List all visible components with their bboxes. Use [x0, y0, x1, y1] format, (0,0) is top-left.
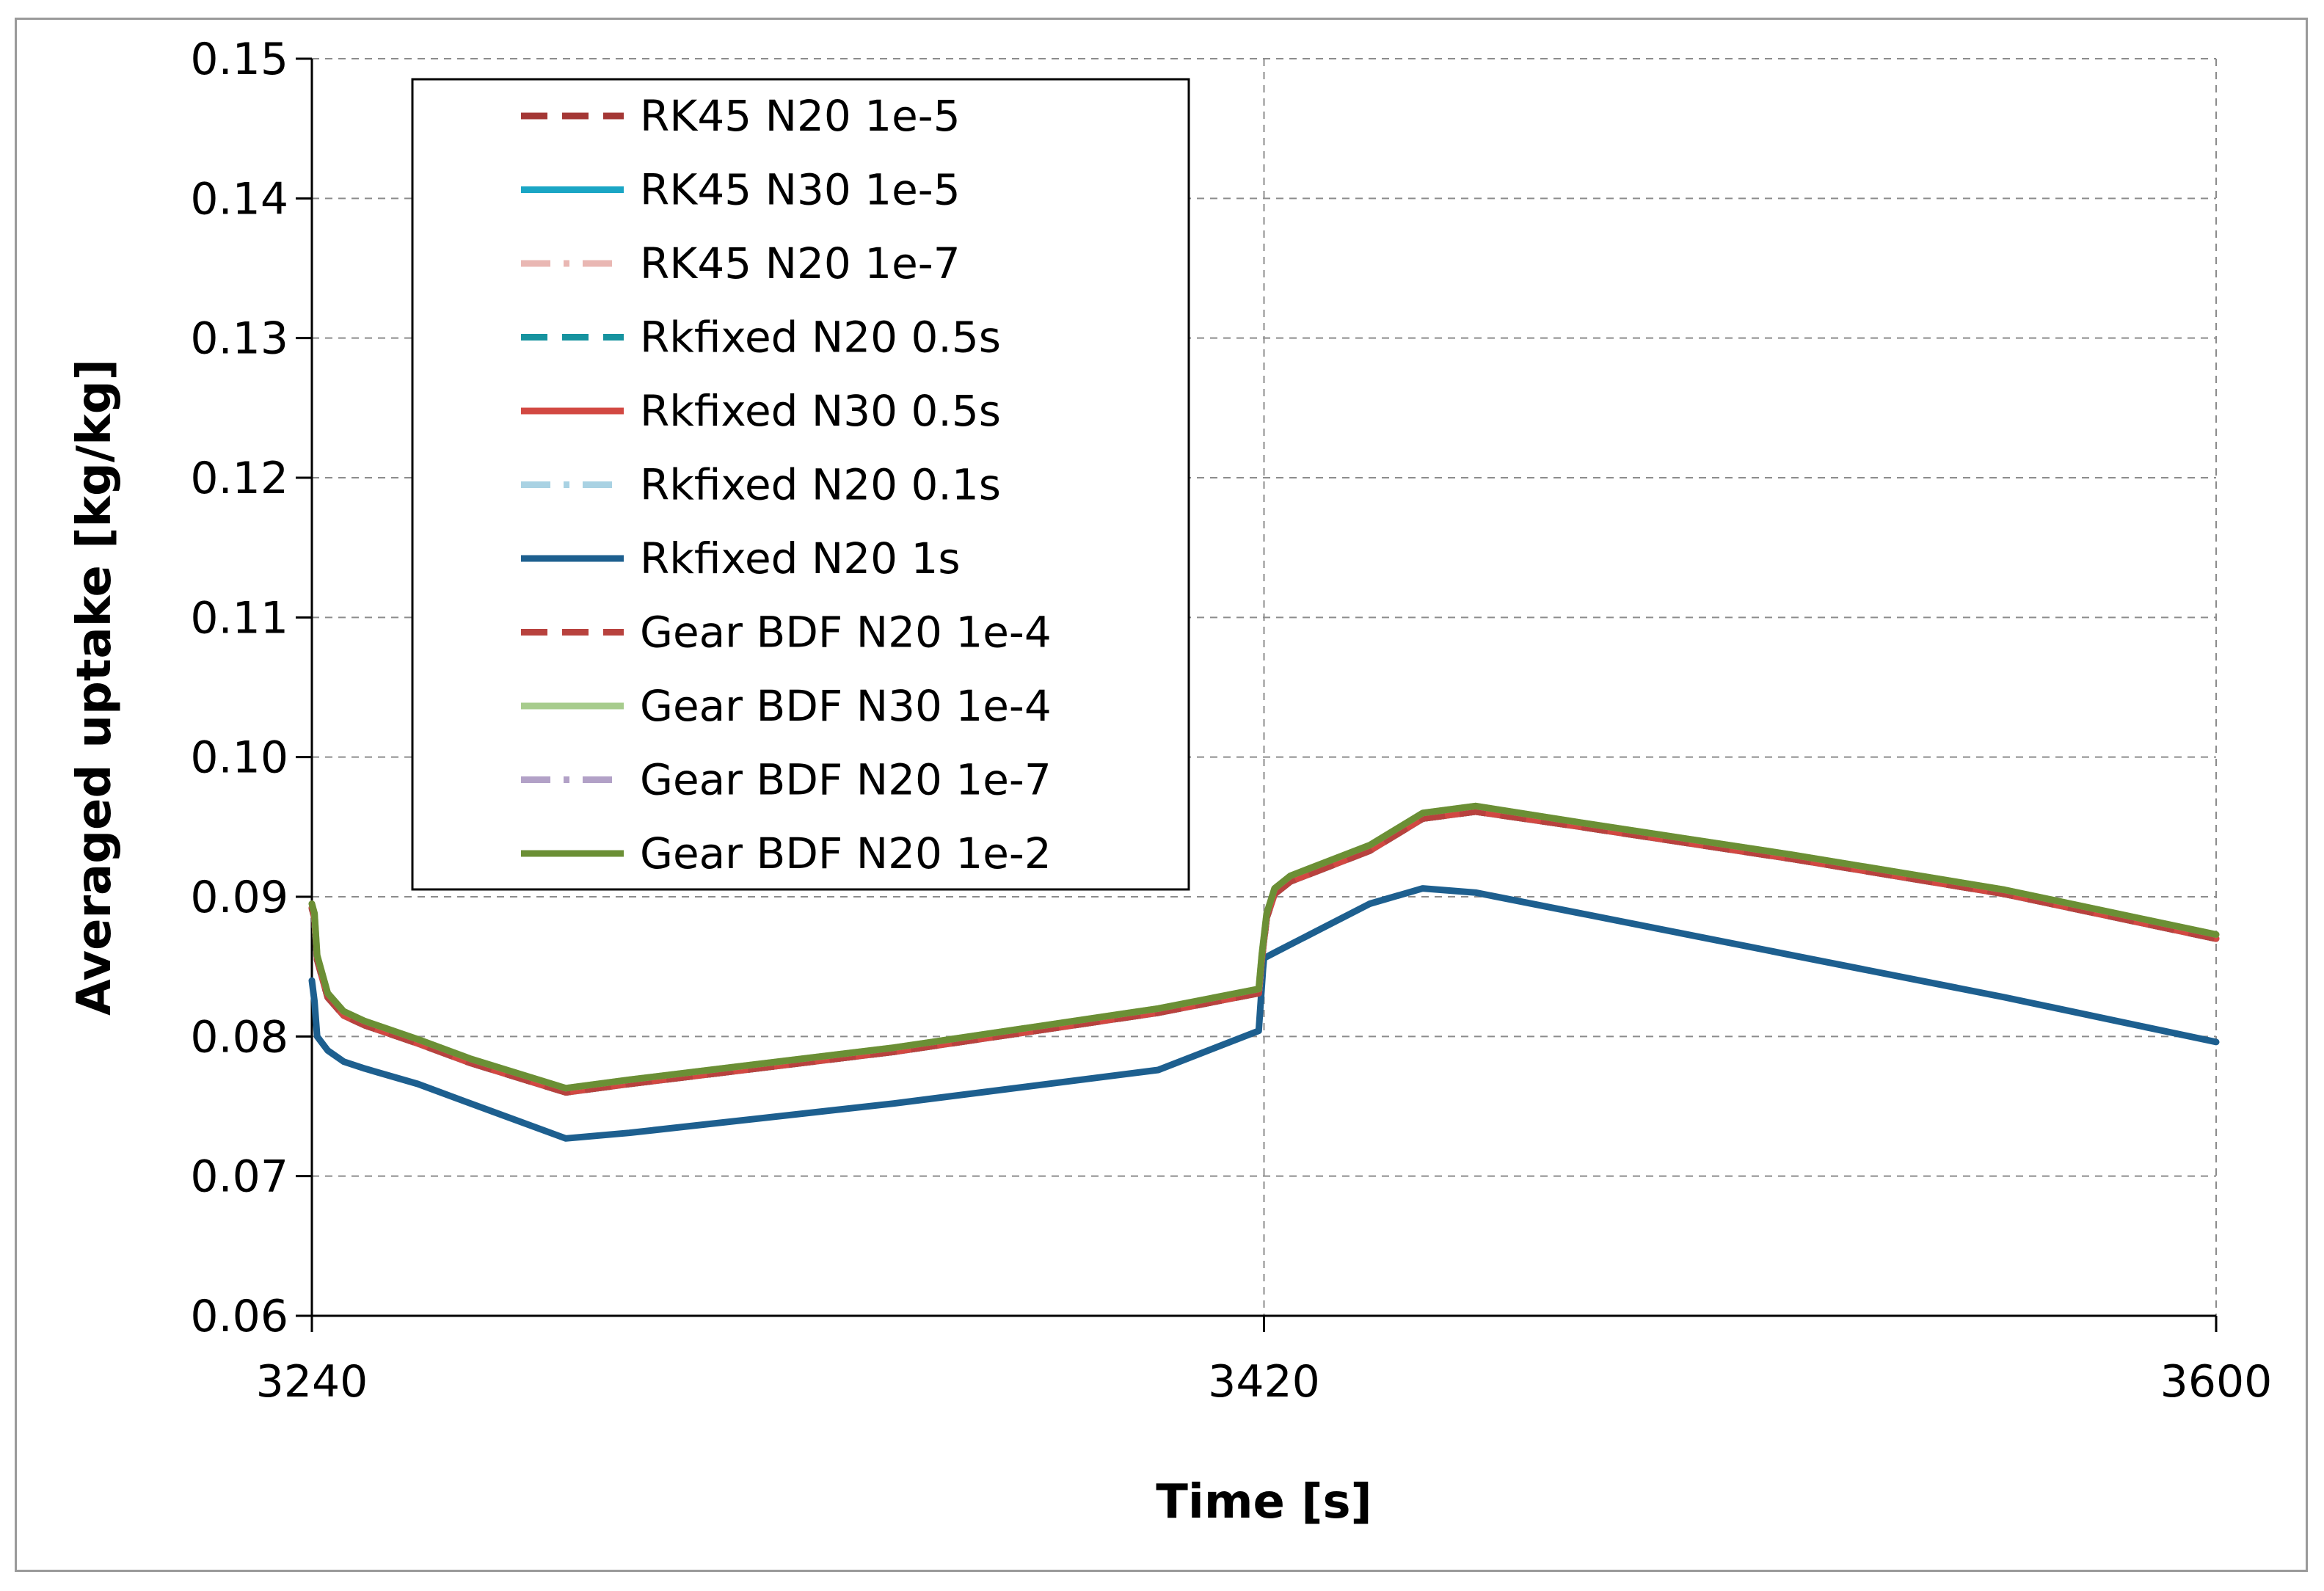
legend-label: Gear BDF N20 1e-7 — [640, 755, 1052, 805]
x-tick-label: 3420 — [1208, 1356, 1320, 1408]
y-tick-label: 0.09 — [190, 872, 288, 923]
y-tick-label: 0.08 — [190, 1011, 288, 1063]
legend-label: Gear BDF N20 1e-4 — [640, 608, 1052, 658]
legend-label: Rkfixed N20 1s — [640, 534, 961, 583]
legend-label: Gear BDF N20 1e-2 — [640, 829, 1052, 878]
y-tick-label: 0.12 — [190, 453, 288, 504]
y-tick-label: 0.11 — [190, 592, 288, 644]
series-line — [308, 802, 2220, 1092]
legend-label: RK45 N20 1e-7 — [640, 239, 961, 288]
series-line — [308, 885, 2220, 1142]
legend-label: RK45 N20 1e-5 — [640, 91, 961, 141]
y-axis-title: Averaged uptake [kg/kg] — [68, 359, 122, 1016]
y-tick-label: 0.14 — [190, 173, 288, 225]
x-axis-title: Time [s] — [1156, 1475, 1372, 1529]
legend-label: Rkfixed N20 0.5s — [640, 313, 1001, 363]
y-tick-label: 0.13 — [190, 313, 288, 365]
legend-label: Gear BDF N30 1e-4 — [640, 681, 1052, 731]
grid-lines — [312, 58, 2217, 1316]
y-tick-label: 0.15 — [190, 34, 288, 85]
legend: RK45 N20 1e-5 RK45 N30 1e-5 RK45 N20 1e-7 R… — [411, 78, 1190, 891]
x-tick-label: 3240 — [256, 1356, 368, 1408]
data-series — [308, 802, 2220, 1142]
y-tick-label: 0.10 — [190, 732, 288, 784]
y-tick-label: 0.07 — [190, 1151, 288, 1203]
series-line — [308, 808, 2217, 1096]
x-tick-label: 3600 — [2160, 1356, 2273, 1408]
legend-label: Rkfixed N20 0.1s — [640, 460, 1001, 510]
legend-label: Rkfixed N30 0.5s — [640, 386, 1001, 436]
y-tick-label: 0.06 — [190, 1291, 288, 1342]
legend-label: RK45 N30 1e-5 — [640, 165, 961, 215]
axes: 0.06 0.07 0.08 0.09 0.10 0.11 0.12 0.13 0.14 0.15… — [190, 34, 2272, 1408]
